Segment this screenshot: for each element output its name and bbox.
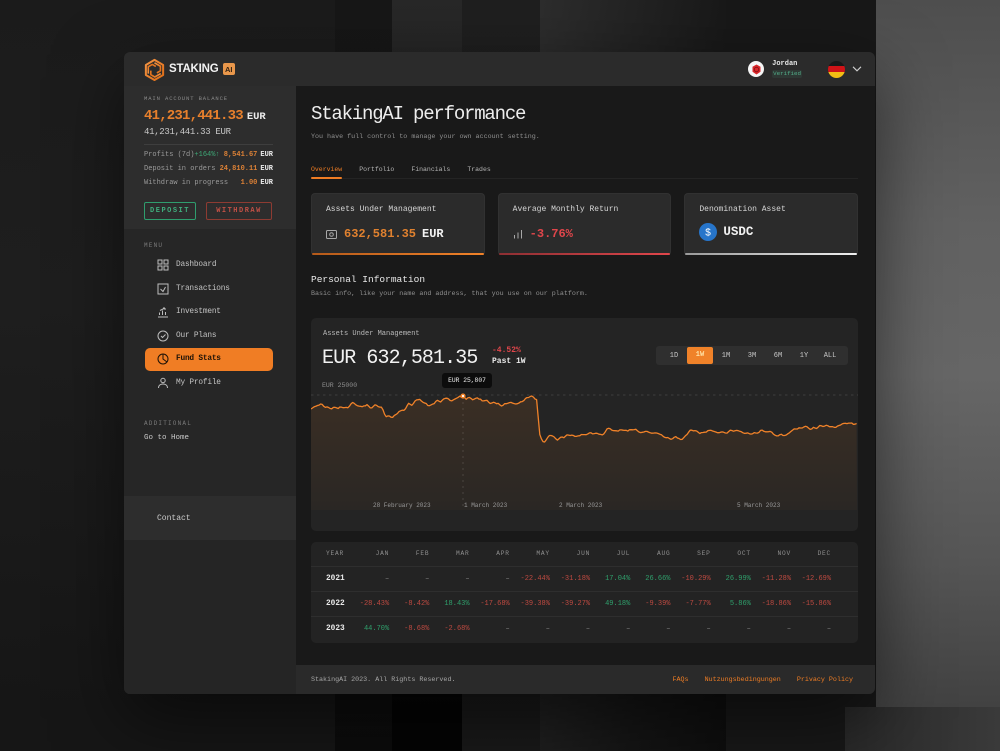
svg-text:$: $ [706,228,712,239]
